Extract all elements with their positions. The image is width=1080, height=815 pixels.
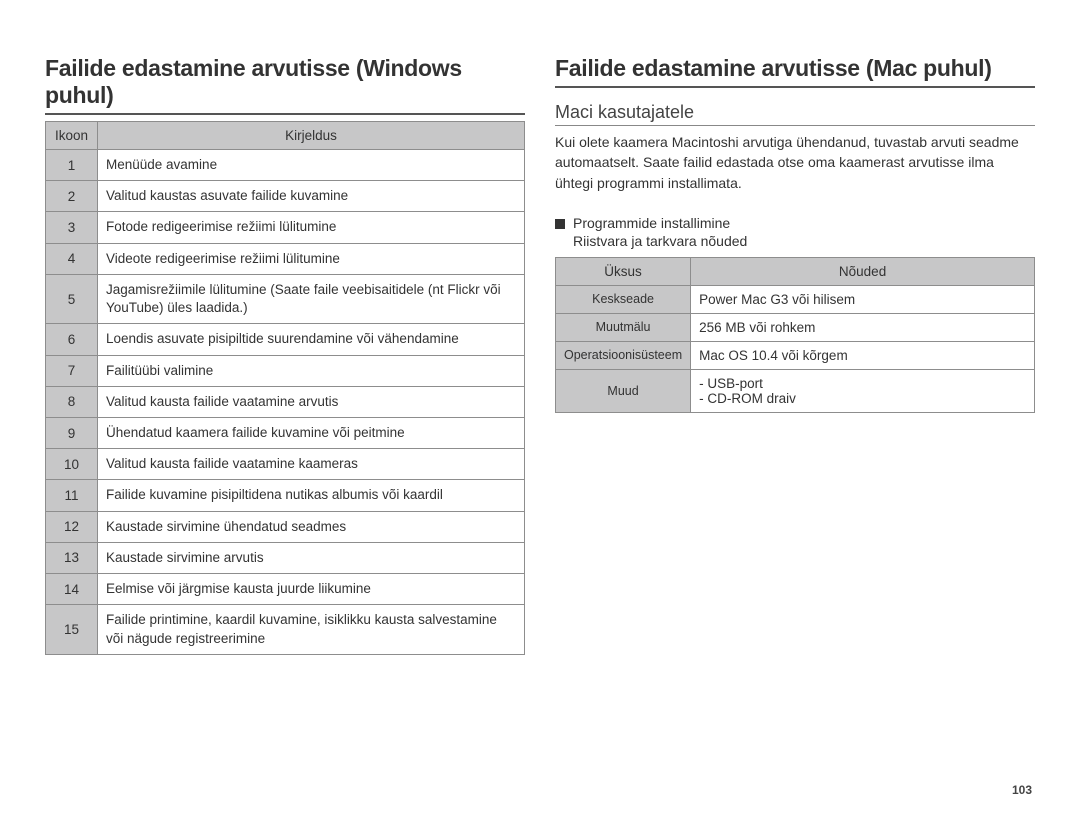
left-title: Failide edastamine arvutisse (Windows pu… xyxy=(45,55,525,115)
description-cell: Kaustade sirvimine arvutis xyxy=(98,542,525,573)
description-cell: Failitüübi valimine xyxy=(98,355,525,386)
icon-cell: 8 xyxy=(46,386,98,417)
icon-cell: 6 xyxy=(46,324,98,355)
table-row: 4Videote redigeerimise režiimi lülitumin… xyxy=(46,243,525,274)
icon-cell: 9 xyxy=(46,417,98,448)
table-row: 3Fotode redigeerimise režiimi lülitumine xyxy=(46,212,525,243)
table-row: 15Failide printimine, kaardil kuvamine, … xyxy=(46,605,525,654)
icon-cell: 1 xyxy=(46,150,98,181)
req-value-cell: Power Mac G3 või hilisem xyxy=(691,285,1035,313)
icon-cell: 14 xyxy=(46,574,98,605)
description-cell: Valitud kaustas asuvate failide kuvamine xyxy=(98,181,525,212)
icon-cell: 7 xyxy=(46,355,98,386)
description-cell: Eelmise või järgmise kausta juurde liiku… xyxy=(98,574,525,605)
description-cell: Menüüde avamine xyxy=(98,150,525,181)
table-row: 10Valitud kausta failide vaatamine kaame… xyxy=(46,449,525,480)
description-cell: Kaustade sirvimine ühendatud seadmes xyxy=(98,511,525,542)
table-row: 2Valitud kaustas asuvate failide kuvamin… xyxy=(46,181,525,212)
description-cell: Valitud kausta failide vaatamine arvutis xyxy=(98,386,525,417)
icon-table-header-desc: Kirjeldus xyxy=(98,122,525,150)
description-cell: Videote redigeerimise režiimi lülitumine xyxy=(98,243,525,274)
description-cell: Fotode redigeerimise režiimi lülitumine xyxy=(98,212,525,243)
icon-cell: 3 xyxy=(46,212,98,243)
table-row: KeskseadePower Mac G3 või hilisem xyxy=(556,285,1035,313)
icon-cell: 10 xyxy=(46,449,98,480)
table-row: 11Failide kuvamine pisipiltidena nutikas… xyxy=(46,480,525,511)
req-item-cell: Muud xyxy=(556,369,691,412)
icon-table-header-icon: Ikoon xyxy=(46,122,98,150)
install-programs-bullet: Programmide installimine xyxy=(555,215,1035,231)
square-bullet-icon xyxy=(555,219,565,229)
icon-cell: 13 xyxy=(46,542,98,573)
description-cell: Failide kuvamine pisipiltidena nutikas a… xyxy=(98,480,525,511)
table-row: Muutmälu256 MB või rohkem xyxy=(556,313,1035,341)
table-row: 9Ühendatud kaamera failide kuvamine või … xyxy=(46,417,525,448)
page-number: 103 xyxy=(1012,783,1032,797)
table-row: 12Kaustade sirvimine ühendatud seadmes xyxy=(46,511,525,542)
description-cell: Jagamisrežiimile lülitumine (Saate faile… xyxy=(98,274,525,323)
req-value-cell: 256 MB või rohkem xyxy=(691,313,1035,341)
table-row: 8Valitud kausta failide vaatamine arvuti… xyxy=(46,386,525,417)
req-header-reqs: Nõuded xyxy=(691,257,1035,285)
table-row: 14Eelmise või järgmise kausta juurde lii… xyxy=(46,574,525,605)
icon-description-table: Ikoon Kirjeldus 1Menüüde avamine2Valitud… xyxy=(45,121,525,655)
req-item-cell: Operatsioonisüsteem xyxy=(556,341,691,369)
table-row: Muud- USB-port- CD-ROM draiv xyxy=(556,369,1035,412)
requirements-table: Üksus Nõuded KeskseadePower Mac G3 või h… xyxy=(555,257,1035,413)
bullet-text: Programmide installimine xyxy=(573,215,730,231)
req-value-cell: - USB-port- CD-ROM draiv xyxy=(691,369,1035,412)
mac-users-subtitle: Maci kasutajatele xyxy=(555,102,1035,126)
icon-cell: 12 xyxy=(46,511,98,542)
description-cell: Ühendatud kaamera failide kuvamine või p… xyxy=(98,417,525,448)
table-row: OperatsioonisüsteemMac OS 10.4 või kõrge… xyxy=(556,341,1035,369)
table-row: 5Jagamisrežiimile lülitumine (Saate fail… xyxy=(46,274,525,323)
req-item-cell: Muutmälu xyxy=(556,313,691,341)
icon-cell: 2 xyxy=(46,181,98,212)
description-cell: Loendis asuvate pisipiltide suurendamine… xyxy=(98,324,525,355)
icon-cell: 4 xyxy=(46,243,98,274)
right-title: Failide edastamine arvutisse (Mac puhul) xyxy=(555,55,1035,88)
mac-body-text: Kui olete kaamera Macintoshi arvutiga üh… xyxy=(555,132,1035,193)
right-column: Failide edastamine arvutisse (Mac puhul)… xyxy=(555,55,1035,815)
req-item-cell: Keskseade xyxy=(556,285,691,313)
icon-cell: 5 xyxy=(46,274,98,323)
table-row: 6Loendis asuvate pisipiltide suurendamin… xyxy=(46,324,525,355)
left-column: Failide edastamine arvutisse (Windows pu… xyxy=(45,55,525,815)
table-row: 1Menüüde avamine xyxy=(46,150,525,181)
icon-cell: 11 xyxy=(46,480,98,511)
requirements-subline: Riistvara ja tarkvara nõuded xyxy=(573,233,1035,249)
req-header-item: Üksus xyxy=(556,257,691,285)
icon-cell: 15 xyxy=(46,605,98,654)
table-row: 13Kaustade sirvimine arvutis xyxy=(46,542,525,573)
table-row: 7Failitüübi valimine xyxy=(46,355,525,386)
description-cell: Valitud kausta failide vaatamine kaamera… xyxy=(98,449,525,480)
description-cell: Failide printimine, kaardil kuvamine, is… xyxy=(98,605,525,654)
req-value-cell: Mac OS 10.4 või kõrgem xyxy=(691,341,1035,369)
